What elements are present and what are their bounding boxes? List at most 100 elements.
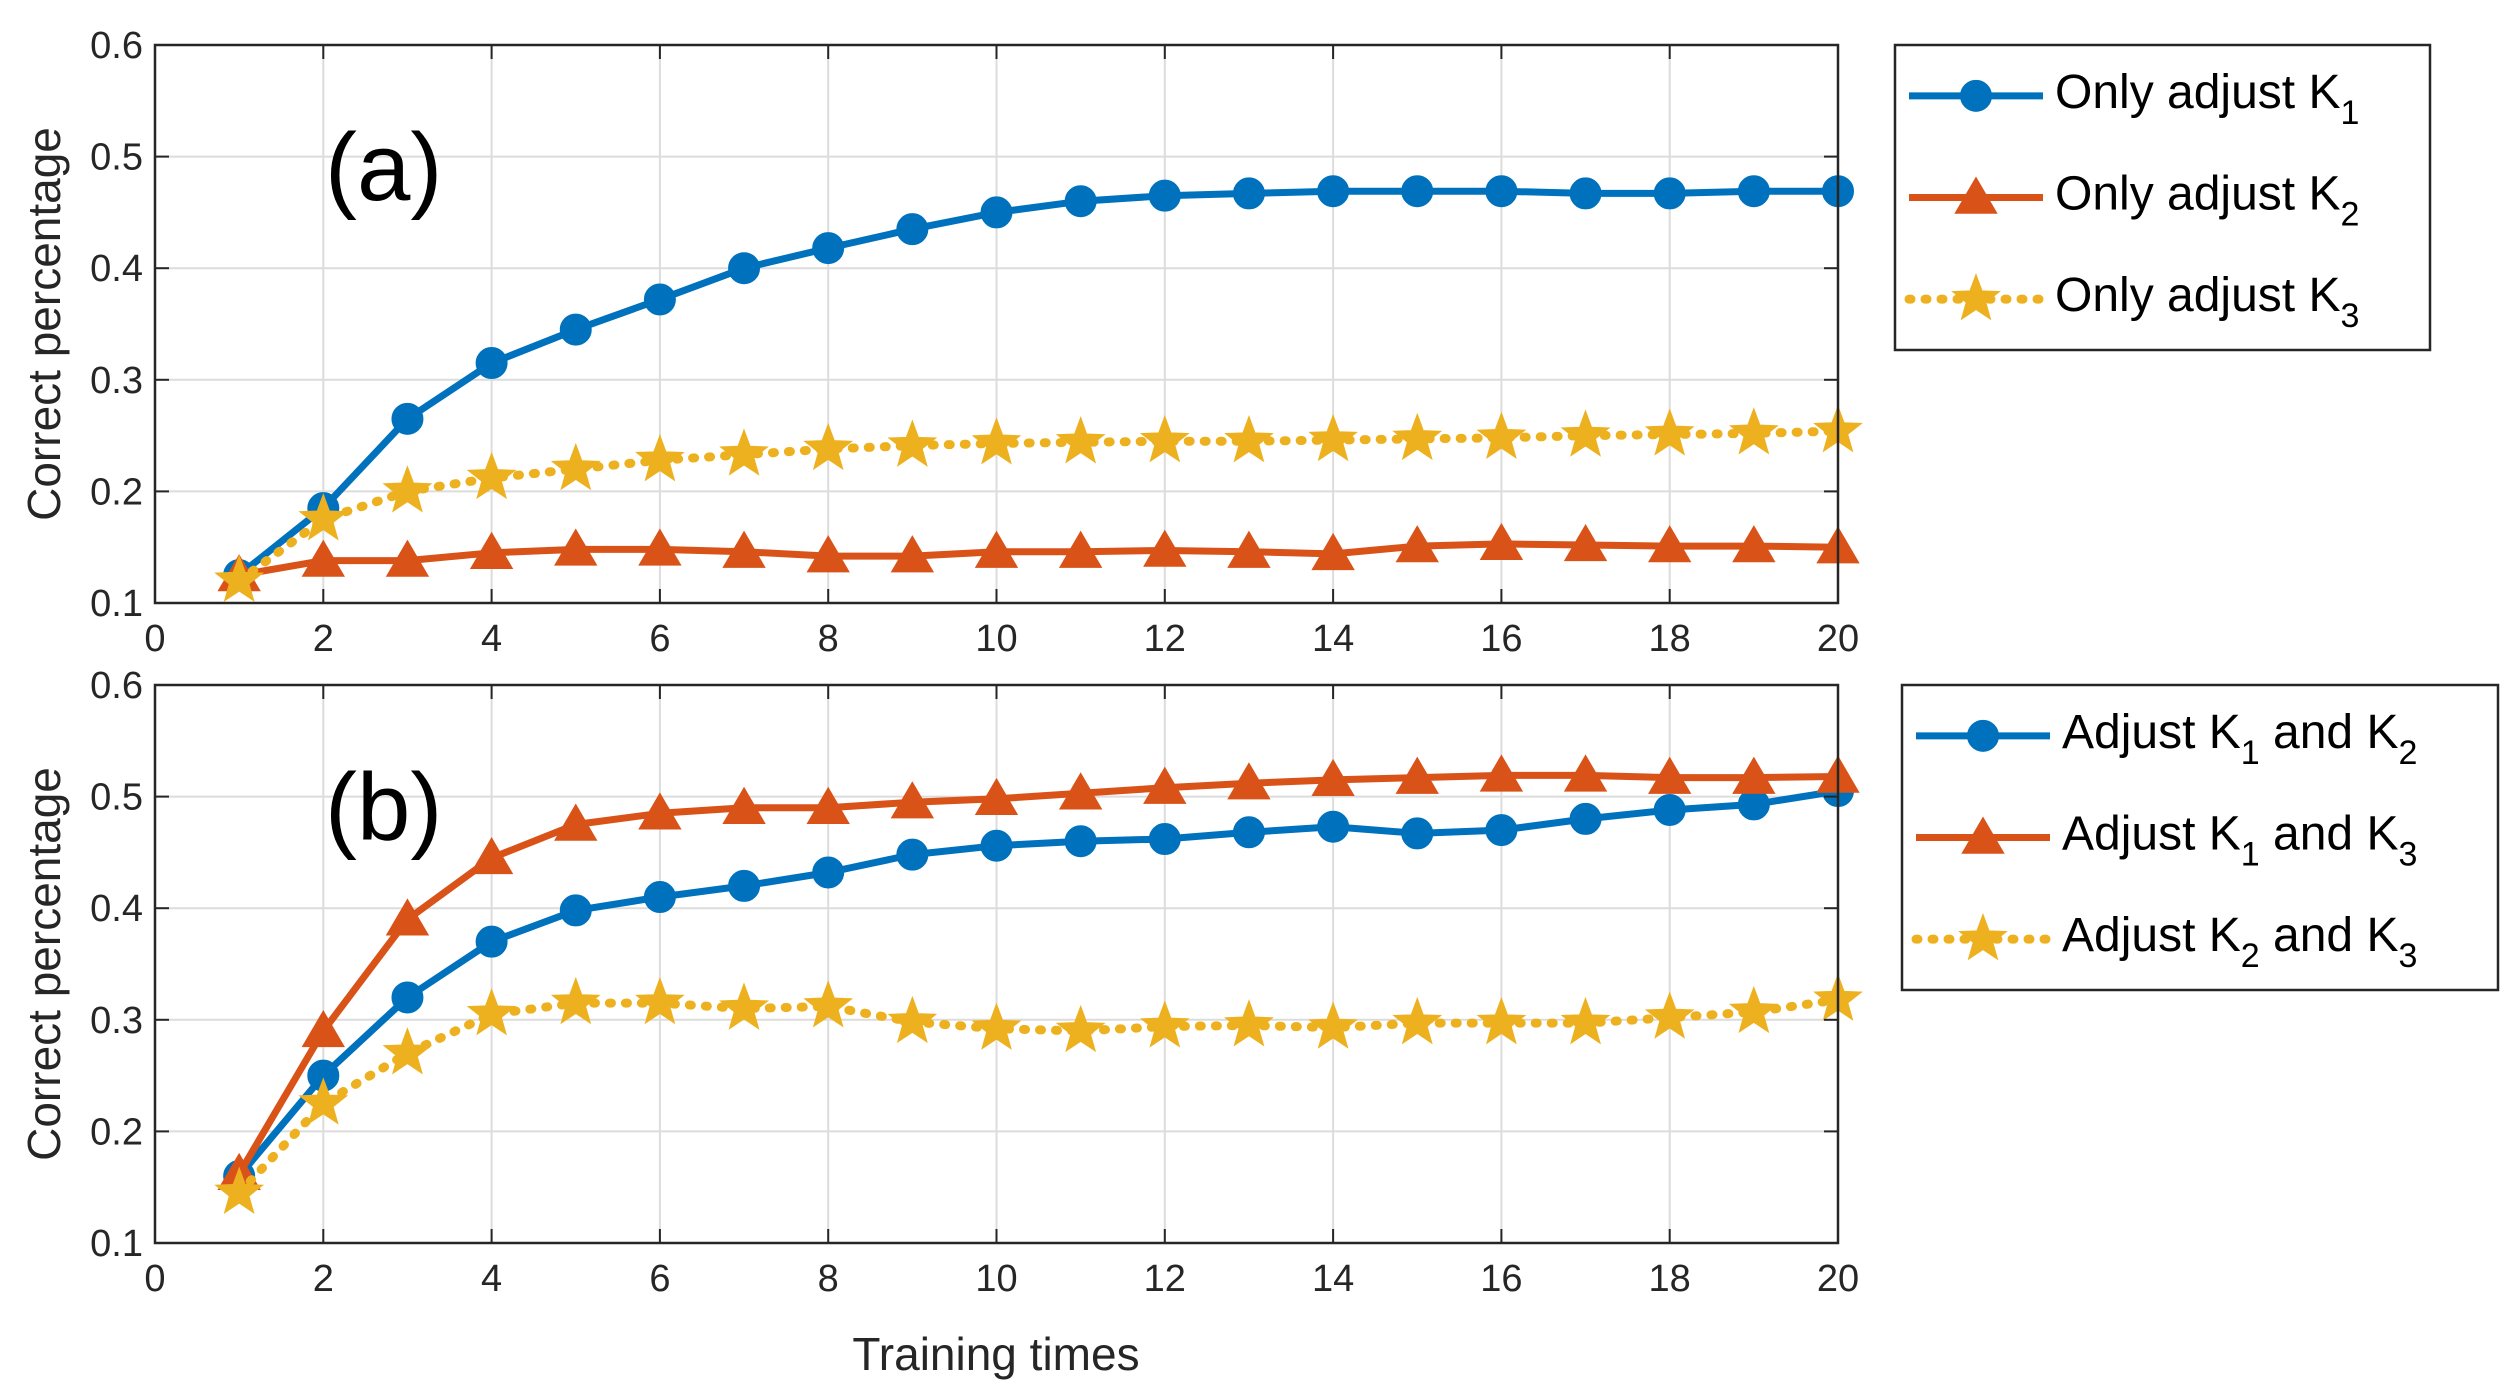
panel-b-x-tick-label: 20 <box>1817 1258 1859 1300</box>
panel-b-series-1-point <box>1401 817 1434 850</box>
panel-a-series-1-point <box>1148 179 1181 212</box>
panel-b-series-3-point <box>550 976 601 1025</box>
panel-b-series-2-point <box>638 792 682 830</box>
panel-b-series-2-point <box>1227 762 1271 800</box>
panel-a-series-2-point <box>469 531 514 569</box>
panel-b-series-2-point <box>385 898 430 936</box>
panel-b-x-tick-label: 4 <box>481 1258 502 1300</box>
panel-a-x-tick-label: 16 <box>1480 618 1522 660</box>
panel-b-series-3-point <box>1476 996 1527 1045</box>
panel-b-series-1-point <box>812 856 845 889</box>
panel-a-label: (a) <box>325 114 442 221</box>
panel-a-series-2-point <box>1563 523 1608 562</box>
panel-b-series-1-point <box>728 869 761 902</box>
panel-b-series-1-point <box>1653 793 1686 826</box>
panel-b-y-tick-label: 0.3 <box>90 1000 143 1042</box>
panel-a-y-tick-label: 0.6 <box>90 25 143 67</box>
panel-b-label: (b) <box>325 754 442 861</box>
panel-a-series-3-point <box>887 419 938 467</box>
panel-a-series-3-point <box>1055 416 1106 464</box>
panel-a-series-2-point <box>1311 532 1355 571</box>
panel-b-series-3-point <box>803 980 854 1028</box>
panel-b-series-3-point <box>1224 999 1274 1047</box>
panel-b-series-2-point <box>1563 754 1608 792</box>
panel-a-series-2-point <box>974 530 1019 568</box>
panel-a-series-1-point <box>1653 177 1686 210</box>
panel-a-series-3-point <box>298 493 349 541</box>
panel-b-series-3-point <box>1560 996 1611 1045</box>
panel-a-series-3-point <box>1476 411 1527 459</box>
panel-b-legend-label-3: Adjust K2 and K3 <box>2062 909 2417 975</box>
panel-b-legend-label-1: Adjust K1 and K2 <box>2062 706 2417 772</box>
panel-a-y-axis-label: Correct percentage <box>18 127 70 521</box>
panel-a-y-tick-label: 0.4 <box>90 248 143 290</box>
panel-a-series-1-point <box>559 313 592 346</box>
panel-b-series-2-point <box>1732 756 1776 794</box>
panel-a-legend-marker-3 <box>1951 273 2001 321</box>
panel-b-x-tick-label: 10 <box>975 1258 1017 1300</box>
panel-a-series-2-point <box>1143 529 1187 567</box>
panel-b-series-2-point <box>554 803 598 841</box>
panel-b-legend-marker-2 <box>1961 816 2005 854</box>
panel-b-x-tick-label: 18 <box>1649 1258 1691 1300</box>
panel-a-legend-marker-1 <box>1960 79 1992 112</box>
panel-b-series-3-point <box>1308 1001 1358 1049</box>
panel-b-series-3-point <box>382 1027 433 1075</box>
panel-b-y-tick-label: 0.2 <box>90 1111 143 1153</box>
panel-b: 0 2 4 6 8 10 12 14 16 18 20 0.1 0.2 0.3 0.4 0.5 0.6 Cor… <box>18 665 2500 1380</box>
panel-a-x-tick-label: 20 <box>1817 618 1859 660</box>
panel-a-series-2-point <box>1058 530 1103 568</box>
panel-b-y-tick-label: 0.5 <box>90 777 143 819</box>
panel-a-series-3-point <box>1644 408 1695 456</box>
panel-b-series-1-point <box>1232 816 1265 849</box>
panel-a-series-1-point <box>812 232 845 265</box>
panel-a-x-tick-label: 6 <box>649 618 670 660</box>
panel-a-series-3-point <box>214 554 265 602</box>
panel-b-series-3-point <box>1392 996 1443 1045</box>
panel-b-series-3-point <box>635 976 685 1025</box>
panel-b-series-2-point <box>722 786 766 824</box>
panel-b-series-2-point <box>1479 754 1524 792</box>
panel-a-series-3-point <box>971 417 1022 465</box>
panel-b-series-3-point <box>1139 1000 1190 1048</box>
panel-a-series-3-point <box>466 451 517 500</box>
panel-a-series-1-point <box>1737 175 1770 208</box>
panel-a-legend: Only adjust K1 Only adjust K2 Only adjust … <box>1893 43 2432 352</box>
panel-a-y-ticks: 0.1 0.2 0.3 0.4 0.5 0.6 <box>90 25 1838 625</box>
panel-a-y-tick-label: 0.1 <box>90 583 143 625</box>
panel-a-x-tick-label: 0 <box>144 618 165 660</box>
panel-a-series-3-point <box>1728 407 1779 455</box>
panel-a-series-3-point <box>803 422 854 471</box>
panel-a-series-2-point <box>1227 530 1271 568</box>
panel-a-series-1-point <box>896 213 929 246</box>
panel-b-series-3-point <box>1644 991 1695 1039</box>
panel-a-x-ticks: 0 2 4 6 8 10 12 14 16 18 20 <box>144 45 1859 660</box>
panel-b-legend-marker-1 <box>1967 719 1999 752</box>
panel-a-series-2-point <box>1732 525 1776 563</box>
panel-a-series-2-point <box>1648 525 1692 563</box>
panel-a-series-3-point <box>1139 415 1190 463</box>
panel-a-x-tick-label: 18 <box>1649 618 1691 660</box>
panel-a-x-tick-label: 14 <box>1312 618 1354 660</box>
panel-b-legend-label-2: Adjust K1 and K3 <box>2062 808 2417 874</box>
panel-b-series-1-point <box>1485 814 1518 847</box>
panel-a-x-tick-label: 2 <box>313 618 334 660</box>
panel-b-x-tick-label: 8 <box>818 1258 839 1300</box>
panel-b-x-tick-label: 14 <box>1312 1258 1354 1300</box>
panel-b-series-2-point <box>301 1009 345 1048</box>
panel-b-series-1-point <box>643 881 676 914</box>
panel-a-x-tick-label: 8 <box>818 618 839 660</box>
panel-b-y-tick-label: 0.1 <box>90 1223 143 1265</box>
panel-a-series-2-point <box>1479 522 1524 561</box>
panel-b-x-ticks: 0 2 4 6 8 10 12 14 16 18 20 <box>144 685 1859 1300</box>
panel-b-y-ticks: 0.1 0.2 0.3 0.4 0.5 0.6 <box>90 665 1838 1265</box>
panel-b-series-3-point <box>1055 1004 1106 1053</box>
panel-b-series-2-point <box>1058 772 1103 810</box>
panel-b-series-1-point <box>559 894 592 927</box>
panel-b-series-2-point <box>1311 758 1355 797</box>
panel-b-series-1-point <box>1064 825 1097 858</box>
panel-a-legend-label-2: Only adjust K2 <box>2055 168 2359 234</box>
panel-b-series-1-point <box>475 925 508 958</box>
panel-b-legend: Adjust K1 and K2 Adjust K1 and K3 Adjust K… <box>1900 683 2500 992</box>
panel-a-series-1-point <box>1232 177 1265 210</box>
